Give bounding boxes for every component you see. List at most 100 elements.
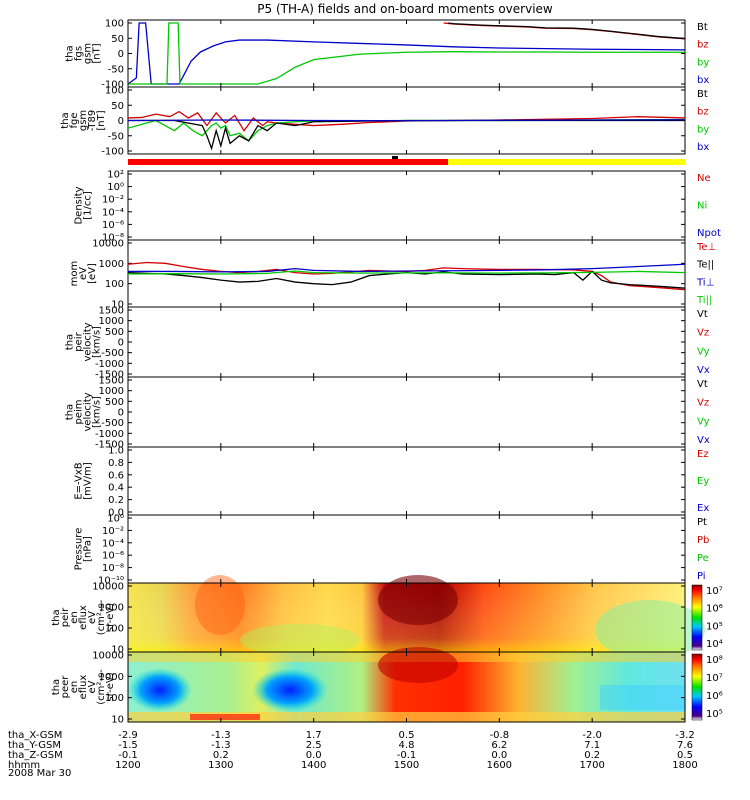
y-label-line: [1/cc] (83, 191, 94, 220)
legend-entry: bz (697, 40, 709, 51)
series-line-bx (128, 22, 685, 85)
series-line-Bt (448, 22, 685, 40)
x-tick-label: 1200 (115, 760, 140, 771)
legend: Vt Vz Vy Vx (697, 309, 710, 376)
y-label-line: velocity (83, 322, 94, 361)
panel-frame (127, 446, 686, 516)
legend-entry: Vx (697, 435, 710, 446)
legend-entry: by (697, 124, 709, 135)
y-tick-label: 10⁻⁸ (102, 563, 124, 574)
y-tick-label: 100 (105, 279, 124, 290)
legend-entry: Npot (697, 228, 721, 239)
y-tick-label: 10⁰ (107, 514, 124, 525)
y-tick-label: -50 (108, 64, 124, 75)
x-tick-label: 0.2 (584, 750, 600, 761)
x-row-label: tha_X-GSM (8, 730, 62, 741)
colorbar-tick-label: 10⁵ (706, 621, 723, 632)
y-label-line: [km/s] (92, 396, 103, 428)
legend-entry: Ti⊥ (696, 277, 714, 288)
y-tick-label: 10⁻⁶ (102, 551, 124, 562)
legend: Te⊥ Te|| Ti⊥ Ti|| (696, 242, 716, 306)
legend-entry: Ez (697, 449, 709, 460)
panel-ion-spectrogram: 10000 1000 100 10 thapeirenefluxeV(cm²-s-sr… (51, 575, 723, 660)
y-tick-label: 0 (118, 338, 124, 349)
y-label-line: en (69, 681, 80, 694)
y-ticks: 10000 1000 100 10 (92, 651, 685, 726)
legend: Bt bz by bx (697, 89, 709, 153)
legend-entry: bz (697, 107, 709, 118)
y-label-line: eV (78, 267, 89, 280)
legend: Bt bz by bx (697, 22, 709, 86)
y-label-line: mom (69, 261, 80, 287)
legend: Ez Ey Ex (697, 449, 709, 514)
y-label-line: -T89 (87, 110, 98, 132)
y-tick-label: -500 (101, 418, 124, 429)
y-axis-label: Pressure[nPa] (74, 528, 94, 571)
legend-entry: Vy (697, 346, 710, 357)
y-label-line: peer (60, 675, 71, 699)
y-label-line: Pressure (74, 528, 85, 571)
series-group (128, 110, 685, 151)
panel-efield: 1.00.80.6 0.40.2 0.0 E=-VxB[mV/m] Ez Ey Ex (74, 446, 710, 519)
y-tick-label: 1000 (99, 259, 124, 270)
x-tick-label: 2.5 (306, 740, 322, 751)
legend-entry: Pe (697, 553, 709, 564)
y-tick-label: 10⁻⁴ (102, 538, 124, 549)
legend-entry: bx (697, 142, 709, 153)
series-line-Ti|| (128, 270, 685, 275)
y-tick-label: 1000 (99, 672, 124, 683)
y-tick-label: 10000 (92, 582, 124, 593)
x-tick-label: -2.9 (118, 730, 138, 741)
colorbar (691, 584, 703, 651)
y-label-line: peim (74, 399, 85, 424)
ion-green-tail (595, 600, 705, 660)
y-tick-label: -100 (101, 147, 124, 158)
legend-entry: Vz (697, 398, 709, 409)
y-tick-label: 10⁻⁴ (102, 207, 124, 218)
electron-red-core (378, 647, 458, 683)
y-tick-label: 10² (107, 170, 124, 181)
series-group (128, 261, 685, 291)
legend-entry: Vt (697, 379, 708, 390)
legend-entry: Pt (697, 517, 707, 528)
series-group (128, 22, 685, 85)
y-tick-label: 100 (105, 19, 124, 30)
colorbar-tick-label: 10⁴ (706, 639, 723, 650)
y-label-line: eflux (78, 605, 89, 630)
panel-frame (127, 376, 686, 448)
y-label-line: en (69, 611, 80, 624)
series-line-Ti⊥ (128, 263, 685, 273)
y-tick-label: 0 (118, 116, 124, 127)
legend-entry: Ey (697, 476, 709, 487)
x-tick-label: 0.0 (306, 750, 322, 761)
mode-bar-yellow (448, 159, 685, 165)
y-tick-label: -1000 (95, 429, 124, 440)
y-tick-label: 0.0 (108, 508, 124, 519)
colorbar-tick-label: 10⁵ (706, 709, 723, 720)
y-label-line: fgs (74, 46, 85, 61)
legend-entry: Ni (697, 201, 707, 212)
legend: Vt Vz Vy Vx (697, 379, 710, 446)
y-label-line: velocity (83, 392, 94, 431)
electron-cyan-tail (600, 685, 685, 710)
x-tick-label: 7.6 (677, 740, 693, 751)
x-tick-label: 0.2 (213, 750, 229, 761)
y-label-line: tha (65, 334, 76, 350)
colorbar-tick-label: 10⁸ (706, 655, 723, 666)
colorbar-tick-label: 10⁶ (706, 604, 723, 615)
colorbar-tick-label: 10⁶ (706, 691, 723, 702)
y-tick-label: 1500 (99, 306, 124, 317)
y-tick-label: 0 (118, 408, 124, 419)
y-label-line: [nT] (92, 43, 103, 63)
